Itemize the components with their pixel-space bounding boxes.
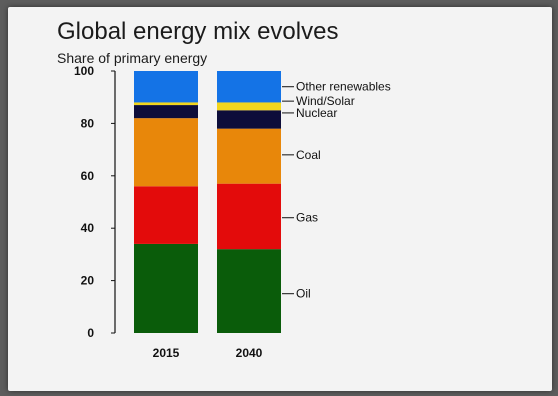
x-tick-label: 2040 [236,346,263,360]
x-tick-label: 2015 [153,346,180,360]
bar-segment-wind-solar [217,102,281,111]
bar-segment-gas [217,183,281,250]
legend-label: Nuclear [296,106,337,120]
y-tick-label: 60 [81,169,95,183]
bar-segment-other-renewables [217,71,281,103]
bar-segment-wind-solar [134,102,198,106]
y-tick-label: 100 [74,64,94,78]
bar-segment-gas [134,186,198,244]
legend-label: Other renewables [296,80,391,94]
bar-segment-coal [134,118,198,187]
legend-label: Wind/Solar [296,94,355,108]
bar-segment-coal [217,128,281,184]
bar-segment-oil [217,249,281,333]
legend-label: Oil [296,287,311,301]
y-tick-label: 0 [87,326,94,340]
bar-segment-nuclear [134,105,198,119]
legend-label: Gas [296,211,318,225]
y-tick-label: 40 [81,221,95,235]
bar-segment-nuclear [217,110,281,129]
chart-subtitle: Share of primary energy [57,50,208,66]
y-tick-label: 80 [81,116,95,130]
chart-title: Global energy mix evolves [57,18,339,45]
y-tick-label: 20 [81,274,95,288]
bar-segment-oil [134,243,198,333]
legend-label: Coal [296,148,321,162]
bar-segment-other-renewables [134,71,198,103]
